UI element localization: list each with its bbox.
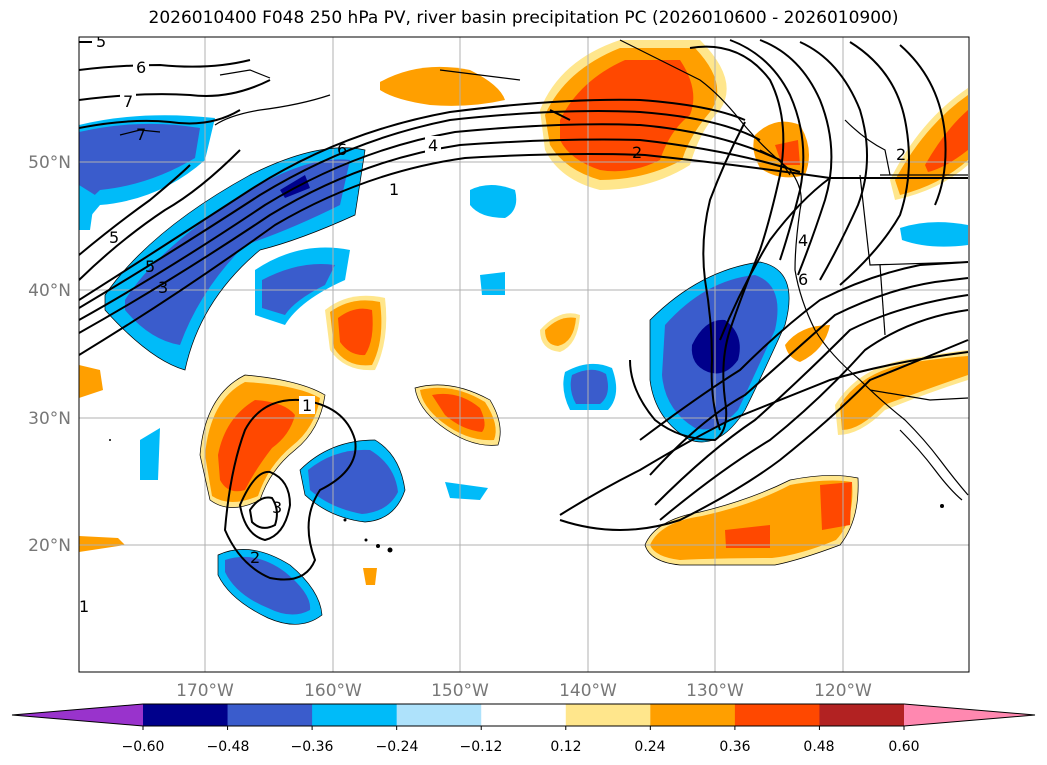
contour-label: 2 — [896, 145, 906, 164]
colorbar-tick-labels: −0.60 −0.48 −0.36 −0.24 −0.12 0.12 0.24 … — [122, 739, 920, 755]
shade-blue-light — [480, 272, 505, 295]
contour-label: 3 — [158, 278, 168, 297]
shade-red — [775, 140, 800, 165]
contour-label: 2 — [250, 548, 260, 567]
shade-orange — [363, 568, 377, 585]
contour-label: 5 — [96, 32, 106, 51]
colorbar-tick-label: −0.12 — [460, 739, 503, 755]
latitude-labels: 50°N 40°N 30°N 20°N — [28, 153, 71, 556]
shade-red — [432, 393, 485, 432]
lon-label: 120°W — [814, 681, 872, 701]
lat-label: 50°N — [28, 153, 71, 173]
shade-orange — [79, 536, 125, 552]
colorbar-bin — [481, 704, 567, 726]
colorbar-bin — [819, 704, 905, 726]
lon-label: 130°W — [686, 681, 744, 701]
shade-red — [820, 482, 852, 530]
colorbar-bin — [312, 704, 398, 726]
shade-blue-light — [140, 428, 160, 480]
pv-contours — [79, 39, 969, 581]
shade-blue-mid — [79, 123, 200, 210]
contour-label: 1 — [79, 597, 89, 616]
colorbar-tick-label: 0.12 — [550, 739, 581, 755]
colorbar-tick-label: −0.60 — [122, 739, 165, 755]
shade-orange — [79, 365, 103, 398]
colorbar-bin — [396, 704, 482, 726]
shade-red — [560, 60, 694, 172]
lon-label: 170°W — [176, 681, 234, 701]
shade-blue-light — [900, 222, 968, 247]
longitude-labels: 170°W 160°W 150°W 140°W 130°W 120°W — [176, 681, 872, 701]
graticule — [79, 37, 969, 672]
shade-orange — [785, 325, 830, 362]
colorbar-tick-label: 0.60 — [888, 739, 919, 755]
colorbar-extend-max — [904, 704, 1035, 726]
contour-label: 6 — [337, 140, 347, 159]
colorbar-tick-label: −0.24 — [376, 739, 419, 755]
shade-orange — [895, 95, 968, 195]
figure-title: 2026010400 F048 250 hPa PV, river basin … — [148, 8, 899, 28]
lat-label: 40°N — [28, 281, 71, 301]
shade-orange — [840, 356, 968, 430]
shade-blue-light — [470, 185, 517, 218]
contour-label: 7 — [123, 92, 133, 111]
islands — [109, 439, 944, 553]
colorbar-tick-label: −0.48 — [207, 739, 250, 755]
contour-label: 5 — [145, 257, 155, 276]
map-frame — [78, 36, 970, 673]
shade-blue-dark — [691, 319, 740, 374]
shade-red — [725, 525, 770, 548]
contour-label: 1 — [302, 396, 312, 415]
contour-label: 2 — [632, 143, 642, 162]
contour-label: 7 — [136, 125, 146, 144]
shade-blue-mid — [308, 449, 398, 514]
colorbar-bin — [143, 704, 229, 726]
positive-shading — [79, 40, 968, 585]
colorbar-bin — [565, 704, 651, 726]
lat-label: 20°N — [28, 536, 71, 556]
shade-blue-light — [79, 185, 95, 230]
shade-red — [338, 308, 373, 356]
shade-blue-light — [445, 482, 488, 500]
shade-blue-mid — [225, 556, 311, 615]
contour-label: 4 — [798, 231, 808, 250]
lon-label: 150°W — [431, 681, 489, 701]
contour-label: 1 — [389, 180, 399, 199]
colorbar-bin — [650, 704, 736, 726]
coastlines — [119, 39, 969, 501]
shade-blue-mid — [570, 369, 608, 404]
shade-orange — [380, 66, 505, 106]
colorbar-tick-label: 0.48 — [803, 739, 834, 755]
shade-red — [218, 400, 295, 492]
contour-label: 6 — [798, 270, 808, 289]
contour-label: 6 — [136, 58, 146, 77]
lon-label: 160°W — [304, 681, 362, 701]
contour-label: 3 — [272, 498, 282, 517]
colorbar-tick-label: 0.36 — [719, 739, 750, 755]
shade-orange — [545, 317, 576, 346]
colorbar — [11, 703, 1036, 730]
shade-red — [925, 110, 968, 172]
pv-contour-labels: 5 6 7 7 6 4 2 1 5 5 3 1 3 2 4 6 2 1 — [79, 32, 906, 616]
colorbar-bin — [734, 704, 820, 726]
colorbar-tick-label: −0.36 — [291, 739, 334, 755]
colorbar-bin — [227, 704, 313, 726]
colorbar-tick-label: 0.24 — [634, 739, 665, 755]
shading-outlines — [104, 147, 859, 625]
lat-label: 30°N — [28, 409, 71, 429]
shade-orange — [650, 480, 853, 560]
contour-label: 5 — [109, 228, 119, 247]
colorbar-extend-min — [12, 704, 143, 726]
lon-label: 140°W — [559, 681, 617, 701]
map-area — [79, 37, 969, 672]
contour-label: 4 — [428, 136, 438, 155]
